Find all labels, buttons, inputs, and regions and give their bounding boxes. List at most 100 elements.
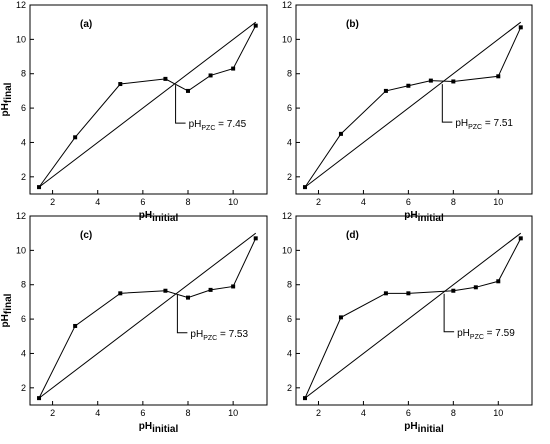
x-axis-label: pHinitial xyxy=(404,421,444,435)
reference-line xyxy=(38,21,257,188)
x-tick-label: 10 xyxy=(493,408,503,418)
pzc-prefix: pH xyxy=(190,329,203,340)
data-point xyxy=(406,291,411,296)
x-axis-label-main: pH xyxy=(139,421,152,432)
series-line xyxy=(304,27,522,188)
x-tick-label: 2 xyxy=(316,197,321,207)
y-tick-label: 4 xyxy=(21,137,26,147)
data-point xyxy=(338,315,343,320)
y-axis-label-sub: final xyxy=(3,293,14,314)
data-point xyxy=(428,78,433,83)
data-point xyxy=(383,291,388,296)
y-tick-label: 8 xyxy=(287,280,292,290)
y-tick-label: 2 xyxy=(21,383,26,393)
y-tick-label: 2 xyxy=(287,172,292,182)
plot-frame xyxy=(295,215,533,406)
data-point xyxy=(518,236,523,241)
x-axis-label-sub: initial xyxy=(152,424,178,435)
pzc-suffix: = 7.51 xyxy=(482,118,513,129)
data-point xyxy=(473,285,478,290)
data-point xyxy=(451,288,456,293)
plot-frame xyxy=(29,4,268,195)
x-axis-label: pHinitial xyxy=(139,210,179,224)
x-tick-label: 6 xyxy=(140,408,145,418)
pzc-sub: PZC xyxy=(468,124,482,131)
pzc-leader xyxy=(443,293,455,333)
data-point xyxy=(496,279,501,284)
x-tick-label: 4 xyxy=(95,408,100,418)
data-point xyxy=(118,82,123,87)
data-point xyxy=(231,66,236,71)
y-tick-label: 2 xyxy=(21,172,26,182)
y-tick-label: 4 xyxy=(21,348,26,358)
data-point xyxy=(518,25,523,30)
y-axis-label-sub: final xyxy=(3,82,14,103)
x-axis-label-sub: initial xyxy=(418,424,444,435)
x-tick-label: 10 xyxy=(493,197,503,207)
data-point xyxy=(186,88,190,93)
x-tick-label: 6 xyxy=(406,408,411,418)
x-tick-label: 8 xyxy=(185,408,190,418)
pzc-leader xyxy=(441,84,453,123)
x-tick-label: 2 xyxy=(50,408,55,418)
series-line xyxy=(38,25,257,188)
data-point xyxy=(302,185,307,190)
y-tick-label: 12 xyxy=(282,0,292,10)
data-point xyxy=(302,396,307,401)
panel-label: (a) xyxy=(80,19,92,30)
series-line xyxy=(304,238,522,399)
y-tick-label: 8 xyxy=(287,69,292,79)
y-tick-label: 8 xyxy=(21,280,26,290)
data-point xyxy=(208,73,213,78)
y-tick-label: 12 xyxy=(16,0,26,10)
x-tick-label: 2 xyxy=(316,408,321,418)
y-tick-label: 2 xyxy=(287,383,292,393)
pzc-leader xyxy=(176,294,188,334)
pzc-label: pHPZC = 7.53 xyxy=(190,329,248,342)
pzc-suffix: = 7.53 xyxy=(217,329,248,340)
x-tick-label: 6 xyxy=(140,197,145,207)
data-point xyxy=(208,287,213,292)
x-tick-label: 4 xyxy=(361,197,366,207)
data-point xyxy=(253,23,258,28)
pzc-prefix: pH xyxy=(455,118,468,129)
data-point xyxy=(338,131,343,136)
y-axis-label: pHfinal xyxy=(0,82,14,116)
data-point xyxy=(73,135,78,140)
y-tick-label: 10 xyxy=(16,34,26,44)
data-point xyxy=(37,185,42,190)
x-axis-label-sub: initial xyxy=(152,213,178,224)
y-tick-label: 4 xyxy=(287,137,292,147)
x-axis-label-main: pH xyxy=(404,421,417,432)
pzc-suffix: = 7.45 xyxy=(215,119,246,130)
plot-frame xyxy=(295,4,533,195)
reference-line xyxy=(38,232,257,399)
x-tick-label: 8 xyxy=(451,408,456,418)
y-axis-label-main: pH xyxy=(0,314,11,327)
x-tick-label: 10 xyxy=(228,197,238,207)
pzc-label: pHPZC = 7.45 xyxy=(189,119,247,132)
y-tick-label: 12 xyxy=(16,211,26,221)
data-point xyxy=(406,83,411,88)
x-tick-label: 4 xyxy=(361,408,366,418)
x-axis-label-sub: initial xyxy=(418,213,444,224)
y-tick-label: 4 xyxy=(287,348,292,358)
x-tick-label: 8 xyxy=(185,197,190,207)
y-tick-label: 6 xyxy=(21,314,26,324)
data-point xyxy=(496,74,501,79)
y-tick-label: 8 xyxy=(21,69,26,79)
x-axis-label: pHinitial xyxy=(404,210,444,224)
pzc-leader xyxy=(175,85,186,124)
data-point xyxy=(163,288,168,293)
y-tick-label: 6 xyxy=(287,103,292,113)
pzc-suffix: = 7.59 xyxy=(484,328,515,339)
pzc-sub: PZC xyxy=(470,334,484,341)
pzc-sub: PZC xyxy=(201,125,215,132)
reference-line xyxy=(304,21,522,188)
plot-frame xyxy=(29,215,268,406)
